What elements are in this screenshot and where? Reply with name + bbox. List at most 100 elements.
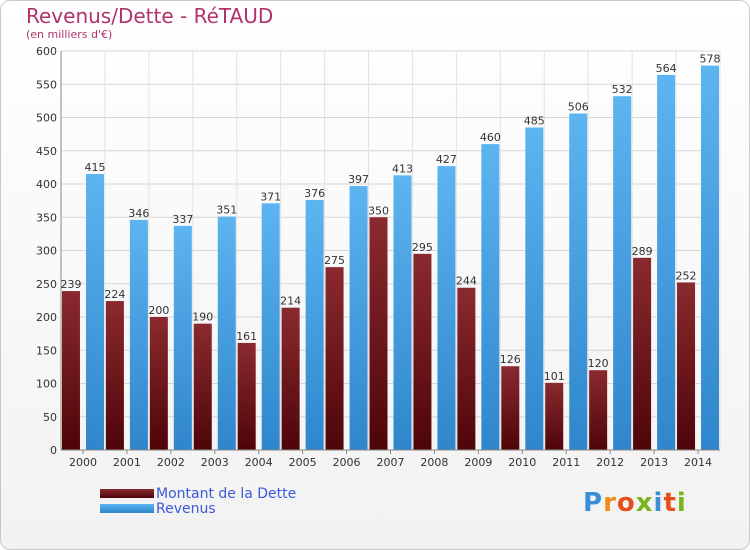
x-tick-label: 2000 [69,456,97,469]
data-label-dette: 350 [368,204,389,217]
legend-item-dette: Montant de la Dette [100,485,297,502]
data-label-revenus: 485 [524,114,545,127]
data-label-dette: 200 [148,304,169,317]
bar-revenus-2010 [525,127,544,450]
x-tick-label: 2012 [596,456,624,469]
bar-revenus-2000 [85,174,104,450]
x-tick-label: 2014 [684,456,712,469]
logo-letter: i [676,488,687,518]
bar-revenus-2012 [613,96,632,450]
data-label-dette: 275 [324,254,345,267]
logo-letter: r [603,488,617,518]
logo-letter: x [635,488,654,518]
data-label-revenus: 346 [128,207,149,220]
bar-revenus-2005 [305,199,324,450]
data-label-dette: 224 [104,288,125,301]
logo-letter: i [653,488,664,518]
data-label-dette: 161 [236,330,257,343]
chart-title: Revenus/Dette - RéTAUD [26,4,274,28]
logo-letter: t [663,488,677,518]
data-label-dette: 126 [500,353,521,366]
data-label-dette: 214 [280,295,301,308]
bar-revenus-2011 [569,113,588,450]
legend-label-revenus: Revenus [156,500,216,517]
bar-dette-2011 [545,382,564,450]
bar-revenus-2003 [217,216,236,450]
y-tick-label: 150 [36,344,57,357]
y-tick-label: 500 [36,112,57,125]
y-tick-label: 400 [36,178,57,191]
legend-label-dette: Montant de la Dette [156,485,297,502]
bar-dette-2009 [457,287,476,450]
logo-letter: P [583,488,604,518]
y-tick-label: 600 [36,45,57,58]
bar-revenus-2009 [481,144,500,450]
bar-revenus-2002 [173,225,192,450]
data-label-revenus: 427 [436,153,457,166]
bar-dette-2002 [149,317,168,450]
legend: Montant de la Dette Revenus [100,485,297,517]
x-tick-label: 2003 [201,456,229,469]
x-tick-label: 2009 [464,456,492,469]
proxiti-logo: Proxiti [583,488,687,518]
x-tick-label: 2010 [508,456,536,469]
data-label-revenus: 460 [480,131,501,144]
bar-dette-2010 [501,366,520,450]
data-label-revenus: 578 [700,53,721,66]
bar-revenus-2014 [701,65,720,450]
data-label-revenus: 337 [172,213,193,226]
bar-dette-2005 [281,307,300,450]
bar-dette-2000 [61,291,80,450]
data-label-revenus: 413 [392,162,413,175]
bar-revenus-2001 [129,219,148,450]
legend-swatch-revenus [100,504,154,513]
data-label-revenus: 415 [84,161,105,174]
bar-dette-2014 [677,282,696,450]
bar-dette-2013 [633,257,652,450]
y-tick-label: 300 [36,245,57,258]
x-tick-label: 2007 [377,456,405,469]
bar-dette-2004 [237,342,256,450]
chart-subtitle: (en milliers d'€) [26,28,113,41]
bar-dette-2012 [589,370,608,450]
data-label-revenus: 397 [348,173,369,186]
data-label-revenus: 564 [656,62,677,75]
bar-revenus-2013 [657,74,676,450]
data-label-revenus: 532 [612,83,633,96]
data-label-dette: 289 [632,245,653,258]
bar-dette-2003 [193,323,212,450]
bar-revenus-2004 [261,203,280,450]
data-label-dette: 101 [544,370,565,383]
data-label-dette: 120 [588,357,609,370]
x-tick-label: 2004 [245,456,273,469]
bar-revenus-2008 [437,166,456,451]
x-tick-label: 2006 [333,456,361,469]
legend-swatch-dette [100,489,154,498]
x-tick-label: 2013 [640,456,668,469]
x-tick-label: 2008 [420,456,448,469]
y-tick-label: 350 [36,211,57,224]
y-tick-label: 200 [36,311,57,324]
data-label-dette: 190 [192,311,213,324]
bar-dette-2007 [369,217,388,450]
data-label-revenus: 376 [304,187,325,200]
data-label-dette: 295 [412,241,433,254]
bar-dette-2006 [325,267,344,450]
y-tick-label: 0 [50,444,57,457]
legend-item-revenus: Revenus [100,500,296,517]
x-tick-label: 2005 [289,456,317,469]
data-label-revenus: 371 [260,190,281,203]
data-label-dette: 252 [676,269,697,282]
data-label-revenus: 351 [216,204,237,217]
x-tick-label: 2002 [157,456,185,469]
y-tick-label: 550 [36,78,57,91]
data-label-revenus: 506 [568,101,589,114]
data-label-dette: 244 [456,275,477,288]
bar-dette-2001 [105,301,124,450]
data-label-dette: 239 [60,278,81,291]
bar-revenus-2006 [349,185,368,450]
bar-revenus-2007 [393,175,412,451]
y-tick-label: 100 [36,378,57,391]
bar-dette-2008 [413,253,432,450]
